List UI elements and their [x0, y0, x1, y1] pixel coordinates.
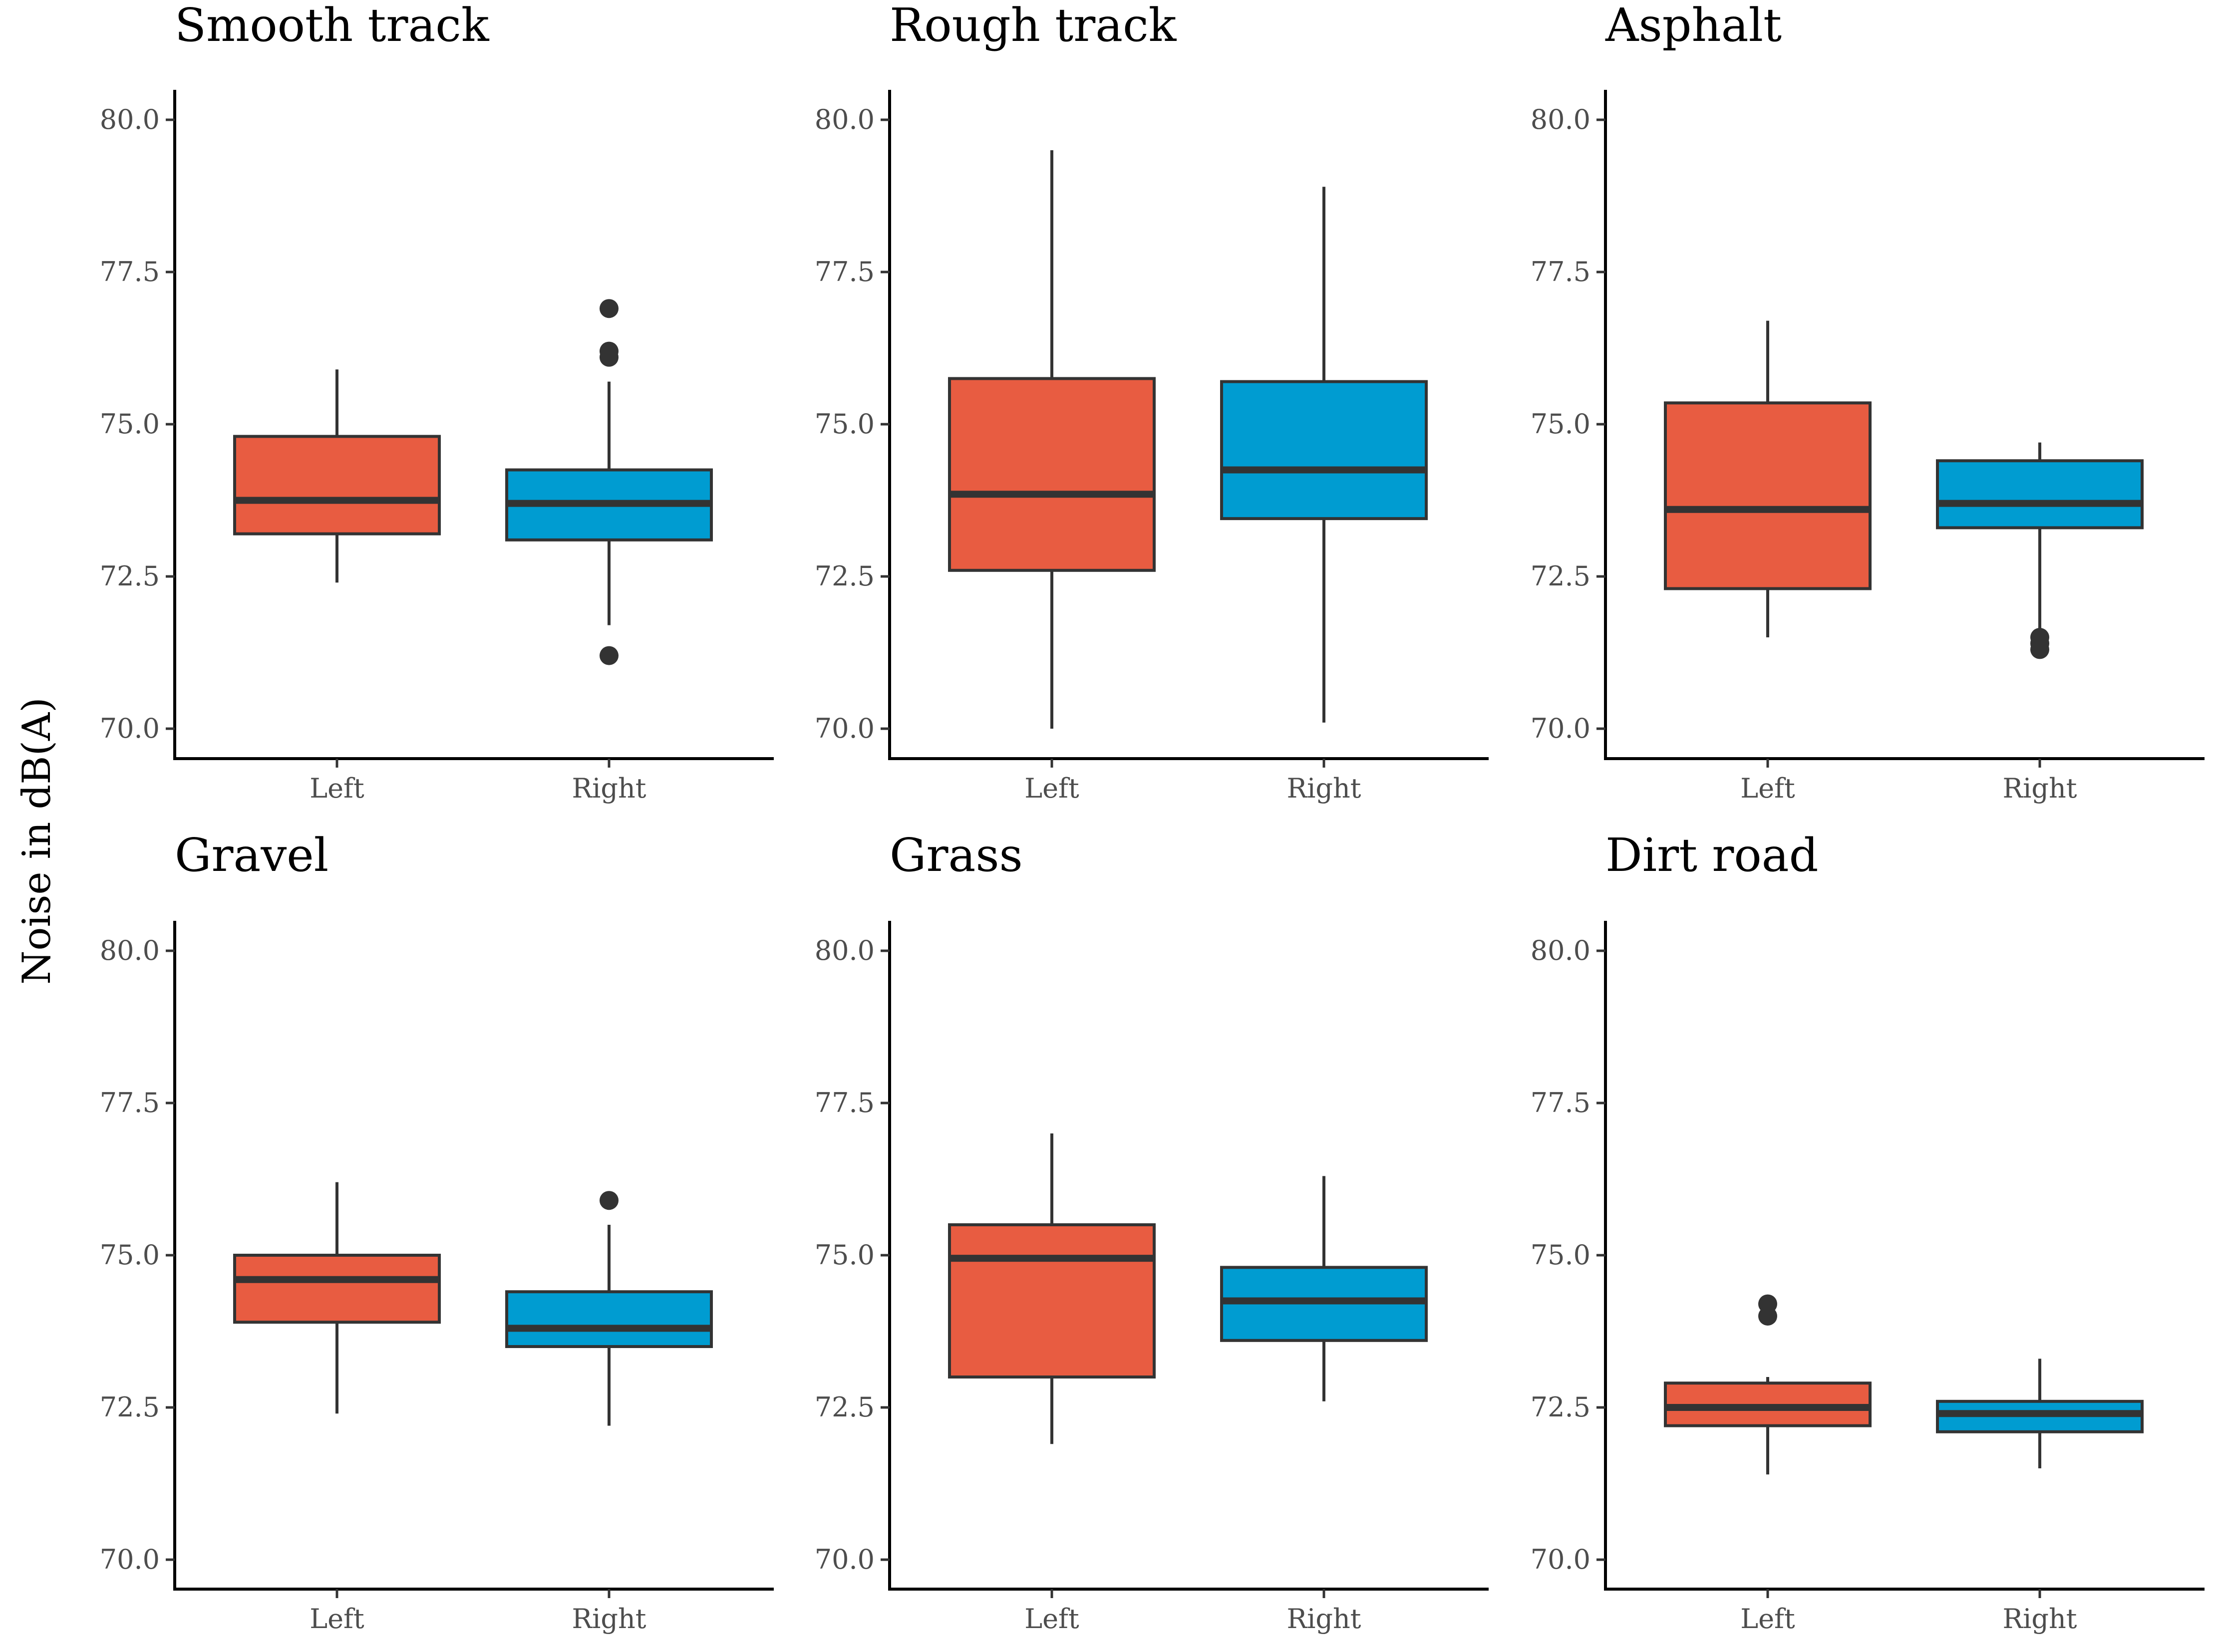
left-box	[233, 435, 441, 536]
y-tick-label: 75.0	[100, 408, 160, 440]
left-box	[233, 1254, 441, 1324]
y-tick-label: 72.5	[1531, 560, 1590, 592]
y-tick-label: 75.0	[815, 1239, 875, 1271]
x-tick-label: Left	[1740, 773, 1795, 804]
y-tick-label: 70.0	[1531, 713, 1590, 744]
x-tick-label: Right	[572, 1603, 646, 1635]
y-tick-label: 80.0	[815, 935, 875, 966]
y-tick-label: 72.5	[815, 1391, 875, 1423]
x-tick-label: Left	[310, 1603, 364, 1635]
right-box	[1936, 459, 2144, 530]
panel-title: Grass	[890, 828, 1023, 882]
y-tick-label: 75.0	[100, 1239, 160, 1271]
y-tick-label: 72.5	[1531, 1391, 1590, 1423]
y-tick-label: 77.5	[815, 256, 875, 287]
outlier-point	[600, 299, 619, 318]
y-tick-label: 70.0	[815, 713, 875, 744]
x-tick-label: Left	[1024, 773, 1079, 804]
left-box	[948, 1223, 1156, 1378]
y-tick-label: 80.0	[815, 104, 875, 135]
outlier-point	[600, 1191, 619, 1210]
panel-title: Dirt road	[1605, 828, 1819, 882]
y-tick-label: 72.5	[815, 560, 875, 592]
x-tick-label: Left	[310, 773, 364, 804]
y-tick-label: 80.0	[100, 935, 160, 966]
x-tick-label: Left	[1740, 1603, 1795, 1635]
panel-title: Smooth track	[175, 0, 490, 52]
y-tick-label: 77.5	[1531, 256, 1590, 287]
x-tick-label: Right	[1287, 1603, 1361, 1635]
y-tick-label: 70.0	[1531, 1544, 1590, 1575]
panel-title: Asphalt	[1605, 0, 1782, 52]
right-box	[505, 1290, 713, 1348]
outlier-point	[1758, 1307, 1777, 1326]
y-tick-label: 77.5	[1531, 1087, 1590, 1118]
y-tick-label: 77.5	[100, 256, 160, 287]
x-tick-label: Right	[2003, 773, 2077, 804]
x-tick-label: Left	[1024, 1603, 1079, 1635]
y-tick-label: 72.5	[100, 560, 160, 592]
left-box	[948, 377, 1156, 572]
outlier-point	[600, 646, 619, 665]
right-box	[1220, 380, 1428, 521]
y-tick-label: 70.0	[100, 1544, 160, 1575]
panel-title: Gravel	[175, 828, 328, 882]
outlier-point	[2030, 640, 2049, 659]
y-tick-label: 70.0	[815, 1544, 875, 1575]
y-axis-label: Noise in dB(A)	[14, 697, 59, 985]
y-tick-label: 75.0	[1531, 1239, 1590, 1271]
y-tick-label: 80.0	[1531, 935, 1590, 966]
x-tick-label: Right	[2003, 1603, 2077, 1635]
left-box	[1664, 401, 1872, 590]
outlier-point	[600, 347, 619, 367]
y-tick-label: 70.0	[100, 713, 160, 744]
y-tick-label: 77.5	[100, 1087, 160, 1118]
panel-title: Rough track	[890, 0, 1177, 52]
y-tick-label: 75.0	[815, 408, 875, 440]
y-tick-label: 77.5	[815, 1087, 875, 1118]
y-tick-label: 72.5	[100, 1391, 160, 1423]
y-tick-label: 75.0	[1531, 408, 1590, 440]
y-tick-label: 80.0	[100, 104, 160, 135]
y-tick-label: 80.0	[1531, 104, 1590, 135]
x-tick-label: Right	[1287, 773, 1361, 804]
x-tick-label: Right	[572, 773, 646, 804]
